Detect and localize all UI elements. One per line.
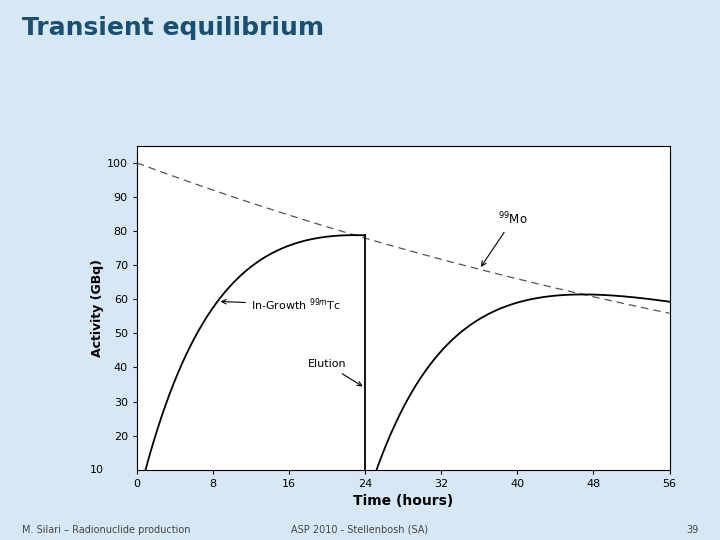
X-axis label: Time (hours): Time (hours) xyxy=(353,495,454,508)
Text: Transient equilibrium: Transient equilibrium xyxy=(22,16,324,40)
Text: 10: 10 xyxy=(89,465,104,475)
Text: $^{99}$Mo: $^{99}$Mo xyxy=(482,211,528,266)
Text: In-Growth $^{99m}$Tc: In-Growth $^{99m}$Tc xyxy=(222,296,341,313)
Text: ASP 2010 - Stellenbosh (SA): ASP 2010 - Stellenbosh (SA) xyxy=(292,524,428,535)
Text: M. Silari – Radionuclide production: M. Silari – Radionuclide production xyxy=(22,524,190,535)
Text: Elution: Elution xyxy=(308,360,361,386)
Text: 39: 39 xyxy=(686,524,698,535)
Y-axis label: Activity (GBq): Activity (GBq) xyxy=(91,259,104,357)
